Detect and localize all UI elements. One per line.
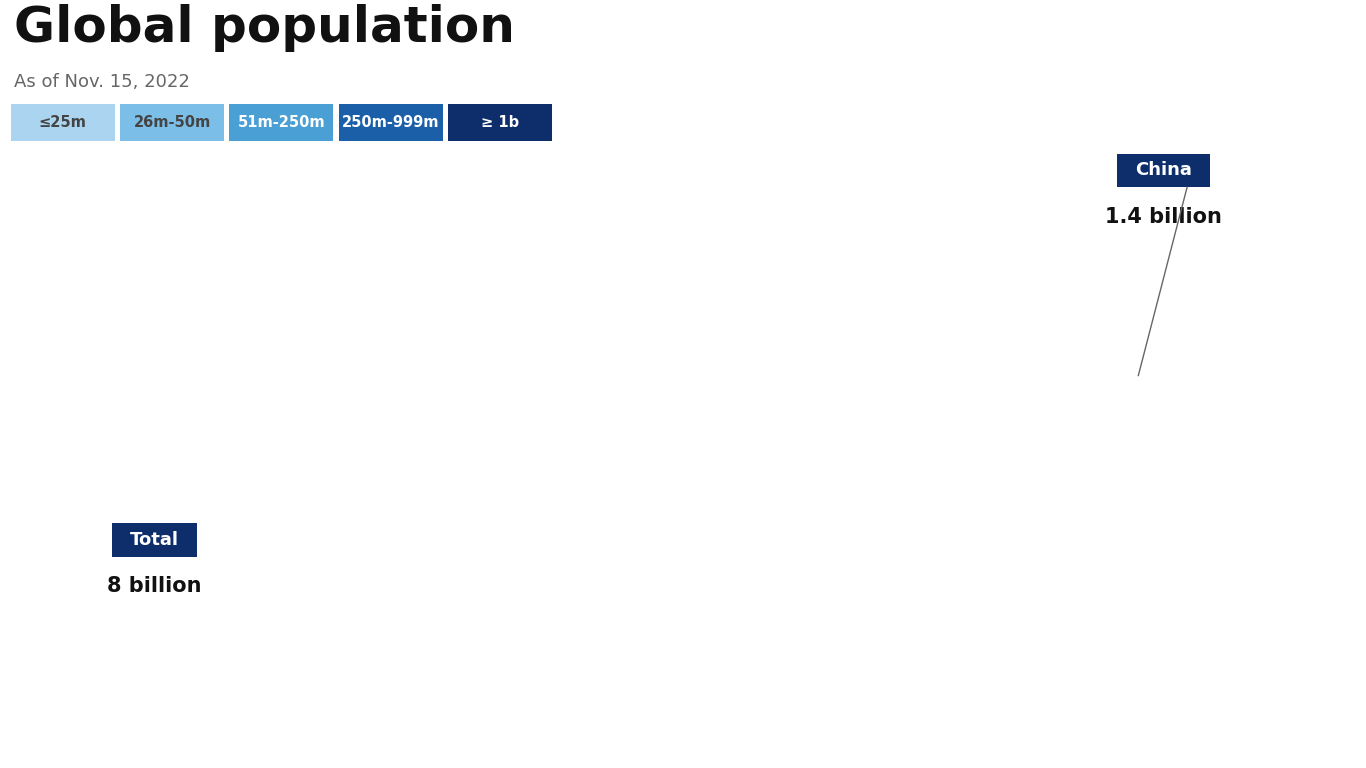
Text: ≤25m: ≤25m	[38, 114, 87, 130]
Text: 1.4 billion: 1.4 billion	[1105, 207, 1223, 227]
Text: 26m-50m: 26m-50m	[134, 114, 210, 130]
Text: Total: Total	[130, 531, 179, 549]
Text: 250m-999m: 250m-999m	[342, 114, 440, 130]
Text: 51m-250m: 51m-250m	[238, 114, 325, 130]
Text: As of Nov. 15, 2022: As of Nov. 15, 2022	[14, 73, 190, 91]
Text: 8 billion: 8 billion	[107, 576, 202, 596]
Text: ≥ 1b: ≥ 1b	[481, 114, 519, 130]
Text: China: China	[1135, 161, 1193, 180]
Text: Global population: Global population	[14, 4, 515, 52]
